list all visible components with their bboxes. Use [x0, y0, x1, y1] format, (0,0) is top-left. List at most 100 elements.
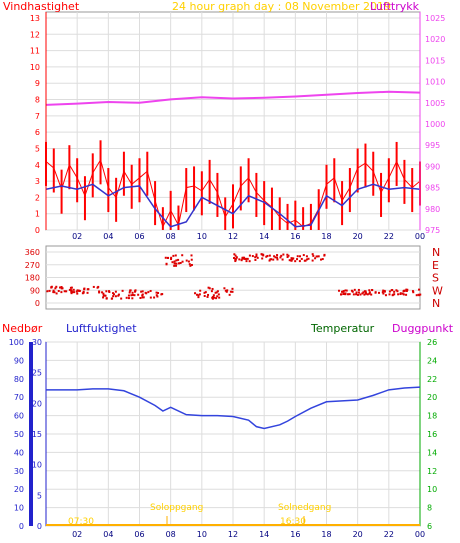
direction-point [190, 254, 193, 257]
direction-point [302, 254, 305, 257]
direction-point [274, 256, 277, 259]
direction-point [190, 258, 193, 261]
direction-point [113, 293, 116, 296]
direction-point [311, 253, 314, 256]
direction-point [351, 290, 354, 293]
direction-point [70, 292, 73, 295]
direction-point [218, 296, 221, 299]
direction-point [234, 260, 237, 263]
direction-point [268, 254, 271, 257]
direction-point [83, 287, 86, 290]
direction-point [207, 286, 210, 289]
direction-point [238, 258, 241, 261]
direction-point [207, 293, 210, 296]
wind-time-tick: 20 [353, 232, 363, 241]
direction-point [368, 289, 371, 292]
direction-point [300, 257, 303, 260]
compass-label: E [432, 259, 439, 272]
direction-point [175, 262, 178, 265]
pressure-tick: 1005 [425, 99, 445, 108]
direction-point [320, 258, 323, 261]
direction-point [102, 294, 105, 297]
direction-point [276, 256, 279, 259]
direction-point [315, 255, 318, 258]
direction-point [395, 289, 398, 292]
direction-point [103, 294, 106, 297]
direction-point [254, 256, 257, 259]
direction-point [131, 291, 134, 294]
direction-point [179, 262, 182, 265]
precip-tick: 60 [14, 412, 24, 421]
direction-point [286, 256, 289, 259]
pressure-title: Lufttrykk [370, 0, 420, 13]
direction-point [140, 290, 143, 293]
direction-point [307, 257, 310, 260]
direction-point [388, 293, 391, 296]
direction-point [189, 264, 192, 267]
direction-point [72, 288, 75, 291]
direction-point [55, 292, 58, 295]
direction-point [342, 290, 345, 293]
direction-point [181, 260, 184, 263]
dew-title: Duggpunkt [392, 322, 454, 335]
pressure-tick: 1020 [425, 35, 445, 44]
direction-point [368, 291, 371, 294]
direction-point [396, 290, 399, 293]
direction-point [198, 293, 201, 296]
humidity-title: Luftfuktighet [66, 322, 137, 335]
direction-point [381, 291, 384, 294]
wind-time-tick: 04 [103, 232, 113, 241]
direction-point [213, 296, 216, 299]
direction-point [266, 254, 269, 257]
direction-point [110, 297, 113, 300]
direction-point [411, 290, 414, 293]
humidity-time-tick: 04 [103, 530, 113, 539]
direction-point [139, 297, 142, 300]
precip-ticks: 0 10 20 30 40 50 60 70 80 90 100 [9, 338, 24, 531]
direction-point [141, 296, 144, 299]
wind-speed-tick: 0 [35, 226, 40, 235]
direction-point [279, 256, 282, 259]
direction-point [133, 294, 136, 297]
direction-point [355, 293, 358, 296]
direction-point [402, 290, 405, 293]
direction-point [233, 253, 236, 256]
direction-point [314, 257, 317, 260]
humidity-time-tick: 00 [415, 530, 425, 539]
wind-speed-tick: 12 [30, 30, 40, 39]
direction-point [160, 293, 163, 296]
precip-tick: 30 [14, 467, 24, 476]
direction-point [364, 290, 367, 293]
direction-point [254, 258, 257, 261]
direction-point [233, 257, 236, 260]
direction-point [215, 291, 218, 294]
precip-tick: 0 [19, 522, 24, 531]
direction-point [112, 295, 115, 298]
direction-point [353, 288, 356, 291]
direction-point [86, 288, 89, 291]
wind-speed-tick: 1 [35, 210, 40, 219]
wind-average-line [45, 183, 421, 228]
temp-tick: 8 [427, 504, 432, 513]
direction-point [299, 255, 302, 258]
direction-point [196, 293, 199, 296]
direction-point [245, 257, 248, 260]
direction-point [155, 291, 158, 294]
direction-point [290, 259, 293, 262]
direction-point [214, 291, 217, 294]
direction-point [256, 256, 259, 259]
direction-point [137, 293, 140, 296]
pressure-ticks: 975 980 985 990 995 1000 1005 1010 1015 1020 1025 [425, 14, 445, 235]
direction-point [170, 256, 173, 259]
direction-point [172, 254, 175, 257]
direction-point [280, 254, 283, 257]
direction-point [199, 289, 202, 292]
direction-point [167, 256, 170, 259]
direction-point [255, 253, 258, 256]
direction-point [321, 258, 324, 261]
direction-point [96, 286, 99, 289]
direction-point [246, 257, 249, 260]
temp-tick: 12 [427, 467, 437, 476]
